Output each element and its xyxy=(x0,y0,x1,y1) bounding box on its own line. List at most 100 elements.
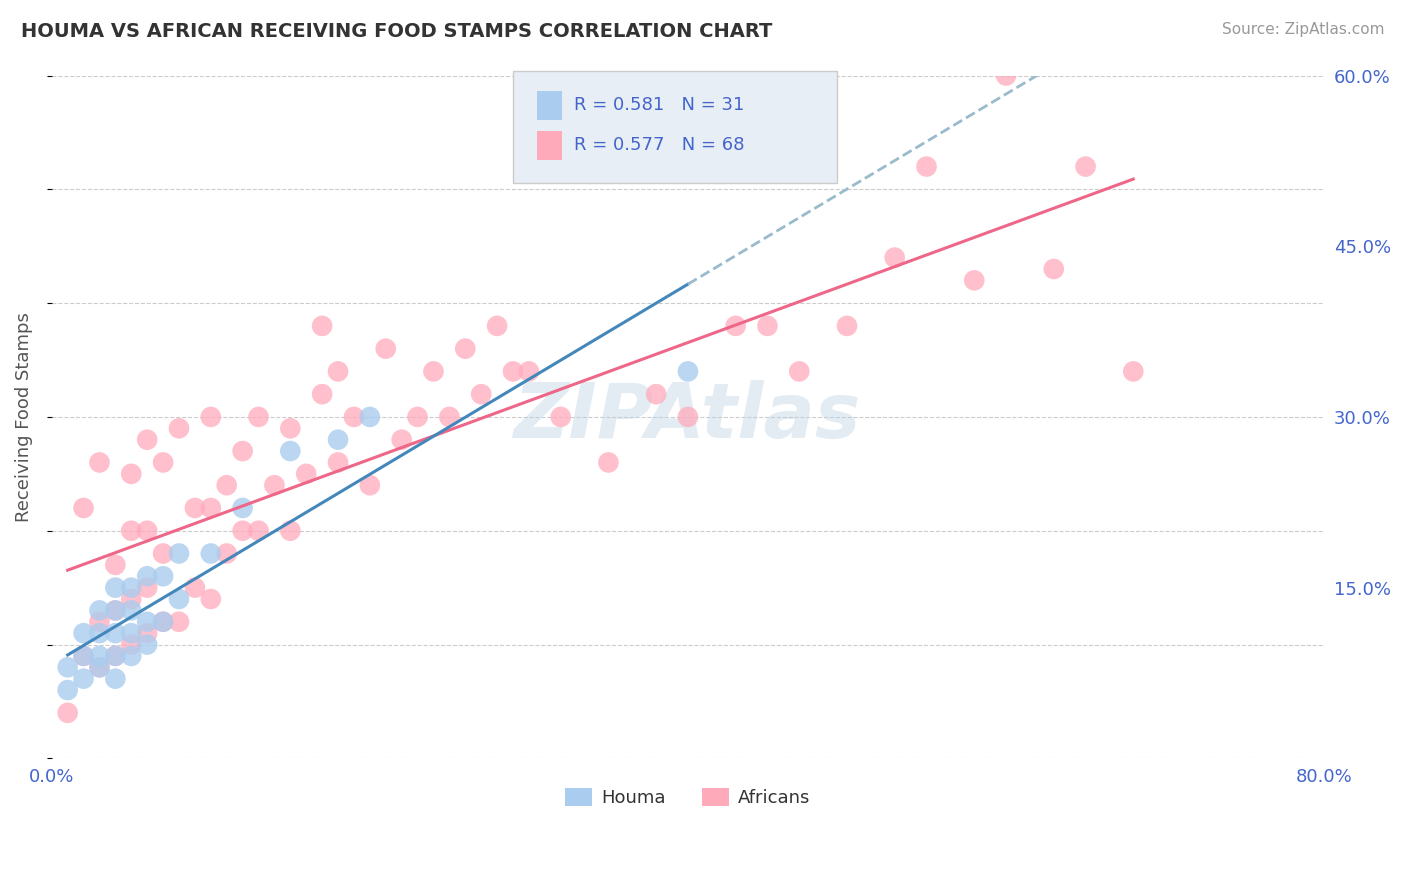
Point xyxy=(374,342,396,356)
Point xyxy=(247,524,270,538)
Point xyxy=(89,648,111,663)
Point xyxy=(470,387,492,401)
Point xyxy=(645,387,668,401)
Point xyxy=(56,683,79,698)
Point xyxy=(152,615,174,629)
Point xyxy=(359,409,381,424)
Point xyxy=(120,524,142,538)
Point xyxy=(120,638,142,652)
Point xyxy=(104,672,127,686)
Point xyxy=(439,409,461,424)
Point xyxy=(598,455,620,469)
Point xyxy=(136,615,159,629)
Point xyxy=(136,581,159,595)
Point xyxy=(343,409,366,424)
Point xyxy=(56,706,79,720)
Point xyxy=(89,660,111,674)
Point xyxy=(263,478,285,492)
Point xyxy=(391,433,413,447)
Text: ZIPAtlas: ZIPAtlas xyxy=(515,380,862,454)
Point xyxy=(963,273,986,287)
Point xyxy=(184,500,207,515)
Point xyxy=(72,500,94,515)
Point xyxy=(200,500,222,515)
Point xyxy=(883,251,905,265)
Point xyxy=(136,626,159,640)
Point xyxy=(326,455,349,469)
Point xyxy=(104,603,127,617)
Point xyxy=(136,638,159,652)
Point xyxy=(502,364,524,378)
Point xyxy=(72,672,94,686)
Point xyxy=(326,364,349,378)
Point xyxy=(89,455,111,469)
Point xyxy=(104,648,127,663)
Point xyxy=(120,648,142,663)
Point xyxy=(72,648,94,663)
Point xyxy=(104,581,127,595)
Text: R = 0.577   N = 68: R = 0.577 N = 68 xyxy=(574,136,744,154)
Point xyxy=(89,626,111,640)
Point xyxy=(756,318,779,333)
Point xyxy=(152,455,174,469)
Point xyxy=(120,581,142,595)
Point xyxy=(676,364,699,378)
Point xyxy=(835,318,858,333)
Point xyxy=(89,615,111,629)
Point xyxy=(422,364,444,378)
Point xyxy=(311,318,333,333)
Text: HOUMA VS AFRICAN RECEIVING FOOD STAMPS CORRELATION CHART: HOUMA VS AFRICAN RECEIVING FOOD STAMPS C… xyxy=(21,22,772,41)
Point xyxy=(184,581,207,595)
Text: R = 0.581   N = 31: R = 0.581 N = 31 xyxy=(574,96,744,114)
Point xyxy=(278,524,301,538)
Point xyxy=(787,364,810,378)
Point xyxy=(915,160,938,174)
Point xyxy=(311,387,333,401)
Point xyxy=(104,558,127,572)
Y-axis label: Receiving Food Stamps: Receiving Food Stamps xyxy=(15,312,32,522)
Point xyxy=(215,478,238,492)
Point xyxy=(278,444,301,458)
Point xyxy=(995,69,1018,83)
Legend: Houma, Africans: Houma, Africans xyxy=(558,780,818,814)
Point xyxy=(724,318,747,333)
Point xyxy=(167,547,190,561)
Point xyxy=(104,626,127,640)
Point xyxy=(152,547,174,561)
Point xyxy=(247,409,270,424)
Point xyxy=(120,467,142,481)
Point xyxy=(136,524,159,538)
Point xyxy=(136,569,159,583)
Point xyxy=(167,592,190,607)
Point xyxy=(56,660,79,674)
Point xyxy=(167,615,190,629)
Point xyxy=(104,648,127,663)
Point xyxy=(295,467,318,481)
Point xyxy=(326,433,349,447)
Point xyxy=(200,547,222,561)
Point xyxy=(1042,262,1064,277)
Point xyxy=(136,433,159,447)
Point xyxy=(278,421,301,435)
Point xyxy=(550,409,572,424)
Point xyxy=(232,524,254,538)
Point xyxy=(104,603,127,617)
Point xyxy=(200,409,222,424)
Point xyxy=(1122,364,1144,378)
Point xyxy=(232,444,254,458)
Point xyxy=(406,409,429,424)
Point xyxy=(89,660,111,674)
Point xyxy=(72,626,94,640)
Point xyxy=(89,603,111,617)
Point xyxy=(232,500,254,515)
Point xyxy=(359,478,381,492)
Point xyxy=(215,547,238,561)
Point xyxy=(517,364,540,378)
Point xyxy=(1074,160,1097,174)
Point xyxy=(676,409,699,424)
Point xyxy=(200,592,222,607)
Point xyxy=(152,615,174,629)
Point xyxy=(72,648,94,663)
Point xyxy=(120,626,142,640)
Point xyxy=(454,342,477,356)
